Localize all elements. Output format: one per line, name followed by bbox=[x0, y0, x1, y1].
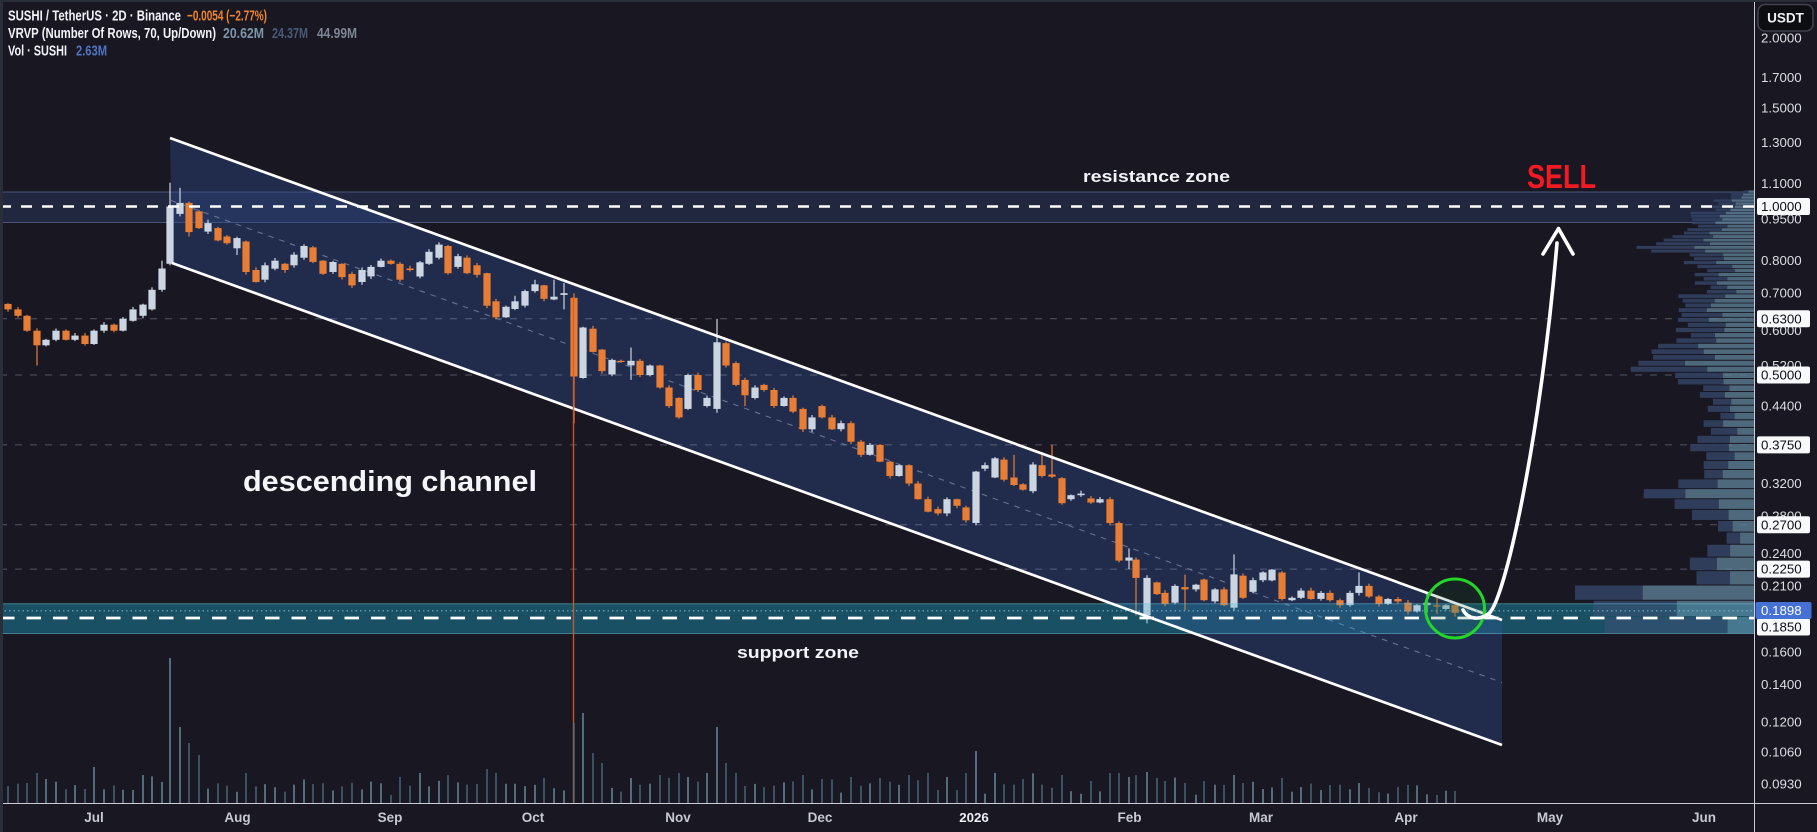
svg-text:resistance zone: resistance zone bbox=[1083, 167, 1230, 186]
svg-text:0.1200: 0.1200 bbox=[1761, 714, 1802, 729]
svg-text:2.63M: 2.63M bbox=[76, 44, 107, 60]
svg-text:Aug: Aug bbox=[224, 810, 250, 825]
svg-text:0.1060: 0.1060 bbox=[1761, 745, 1802, 760]
svg-text:0.2700: 0.2700 bbox=[1761, 517, 1802, 532]
svg-text:0.4400: 0.4400 bbox=[1761, 399, 1802, 414]
svg-text:20.62M: 20.62M bbox=[223, 26, 264, 42]
svg-text:0.1600: 0.1600 bbox=[1761, 645, 1802, 660]
svg-text:0.3750: 0.3750 bbox=[1761, 437, 1802, 452]
svg-text:1.0000: 1.0000 bbox=[1761, 199, 1802, 214]
svg-text:−0.0054 (−2.77%): −0.0054 (−2.77%) bbox=[187, 9, 267, 25]
svg-text:0.5000: 0.5000 bbox=[1761, 368, 1802, 383]
svg-text:0.3200: 0.3200 bbox=[1761, 476, 1802, 491]
svg-text:2026: 2026 bbox=[959, 810, 989, 825]
svg-text:2.0000: 2.0000 bbox=[1761, 31, 1802, 46]
svg-text:0.0930: 0.0930 bbox=[1761, 776, 1802, 791]
svg-text:0.2100: 0.2100 bbox=[1761, 578, 1802, 593]
svg-text:0.7000: 0.7000 bbox=[1761, 286, 1802, 301]
svg-text:Feb: Feb bbox=[1117, 810, 1141, 825]
svg-text:1.3000: 1.3000 bbox=[1761, 135, 1802, 150]
svg-text:Vol · SUSHI: Vol · SUSHI bbox=[8, 44, 67, 60]
svg-text:Nov: Nov bbox=[665, 810, 691, 825]
svg-text:SUSHI / TetherUS · 2D · Binanc: SUSHI / TetherUS · 2D · Binance bbox=[8, 9, 181, 25]
svg-text:0.8000: 0.8000 bbox=[1761, 253, 1802, 268]
svg-text:0.1400: 0.1400 bbox=[1761, 677, 1802, 692]
svg-text:May: May bbox=[1537, 810, 1564, 825]
svg-text:Jul: Jul bbox=[84, 810, 104, 825]
svg-text:1.5000: 1.5000 bbox=[1761, 100, 1802, 115]
svg-text:24.37M: 24.37M bbox=[272, 26, 308, 42]
svg-text:USDT: USDT bbox=[1767, 11, 1805, 26]
svg-text:0.2400: 0.2400 bbox=[1761, 546, 1802, 561]
svg-text:Jun: Jun bbox=[1692, 810, 1716, 825]
svg-text:Apr: Apr bbox=[1394, 810, 1418, 825]
svg-text:0.1850: 0.1850 bbox=[1761, 620, 1802, 635]
svg-text:0.6300: 0.6300 bbox=[1761, 311, 1802, 326]
svg-text:0.1898: 0.1898 bbox=[1761, 603, 1802, 618]
svg-text:Sep: Sep bbox=[378, 810, 403, 825]
svg-text:0.2250: 0.2250 bbox=[1761, 562, 1802, 577]
svg-text:Dec: Dec bbox=[808, 810, 833, 825]
svg-text:descending channel: descending channel bbox=[243, 466, 537, 498]
svg-text:SELL: SELL bbox=[1527, 158, 1596, 195]
svg-text:0.9500: 0.9500 bbox=[1761, 212, 1802, 227]
svg-text:Oct: Oct bbox=[522, 810, 545, 825]
svg-text:1.7000: 1.7000 bbox=[1761, 70, 1802, 85]
svg-text:Mar: Mar bbox=[1249, 810, 1274, 825]
svg-text:44.99M: 44.99M bbox=[317, 26, 357, 42]
svg-text:1.1000: 1.1000 bbox=[1761, 176, 1802, 191]
svg-text:support zone: support zone bbox=[737, 643, 859, 662]
svg-text:VRVP (Number Of Rows, 70, Up/D: VRVP (Number Of Rows, 70, Up/Down) bbox=[8, 26, 216, 42]
